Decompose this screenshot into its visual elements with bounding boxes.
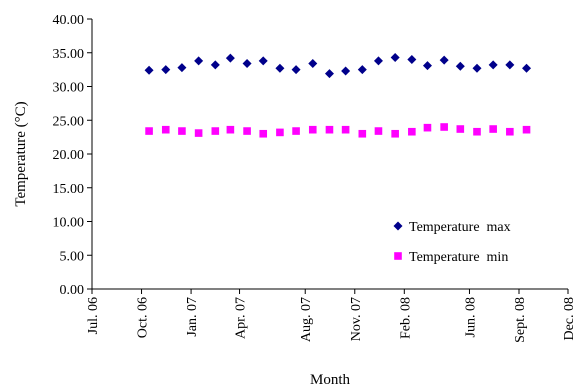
max-temperature-point [357,65,367,75]
data-markers [144,52,532,138]
min-temperature-point [226,125,235,134]
min-temperature-point [358,129,367,138]
x-tick-label: Jan. 07 [185,297,200,337]
max-temperature-point [373,56,383,66]
min-temperature-point [489,125,497,133]
max-temperature-point [144,65,154,75]
min-temperature-point [161,125,170,134]
min-temperature-point [456,125,465,133]
min-temperature-point [423,123,432,132]
x-tick-label: Jul. 06 [86,297,101,334]
max-temperature-point [210,60,220,70]
max-temperature-point [455,61,465,71]
max-temperature-point [161,65,171,75]
x-axis-title: Month [310,372,351,387]
min-temperature-point [145,127,153,135]
min-temperature-point [522,125,531,134]
max-temperature-point [488,60,498,70]
x-tick-label: Sept. 08 [513,297,528,343]
min-temperature-point [194,129,203,137]
y-tick-label: 40.00 [53,13,85,28]
max-temperature-point [258,56,268,66]
axes [91,19,568,290]
min-temperature-point [178,127,186,135]
max-temperature-point [390,52,400,62]
x-tick-label: Dec. 08 [562,297,573,341]
min-temperature-point [308,125,317,134]
max-temperature-point [275,63,285,73]
y-tick-label: 5.00 [60,249,85,264]
max-temperature-point [177,63,187,73]
legend-square-marker [394,252,402,260]
max-temperature-point [522,63,532,73]
min-temperature-point [374,127,383,135]
min-temperature-point [276,128,284,137]
min-temperature-point [325,125,334,134]
max-temperature-point [194,56,204,66]
x-tick-label: Apr. 07 [234,297,249,339]
y-tick-label: 10.00 [53,216,85,231]
legend: Temperature max Temperature min [393,220,511,265]
min-temperature-point [391,129,399,138]
y-tick-label: 20.00 [53,148,85,163]
y-axis-ticks: 0.00 5.00 10.00 15.00 20.00 25.00 30.00 35.00 40… [53,13,92,298]
x-tick-label: Jun. 08 [463,297,478,337]
y-tick-label: 30.00 [53,81,85,96]
max-temperature-point [324,69,334,79]
min-temperature-point [341,125,350,134]
legend-label: Temperature max [409,220,511,235]
min-temperature-point [440,123,448,131]
x-tick-label: Feb. 08 [398,297,413,339]
max-temperature-point [341,66,351,76]
min-temperature-point [292,127,300,135]
min-temperature-point [473,127,481,136]
max-temperature-point [439,55,449,65]
max-temperature-point [308,59,318,69]
y-tick-label: 35.00 [53,47,85,62]
min-temperature-point [506,127,514,136]
max-temperature-point [472,63,482,73]
max-temperature-point [225,53,235,63]
max-temperature-point [291,65,301,75]
x-tick-label: Oct. 06 [136,297,151,338]
x-tick-label: Nov. 07 [349,297,364,341]
min-temperature-point [408,127,416,136]
min-temperature-point [211,127,220,135]
y-tick-label: 0.00 [60,283,85,298]
min-temperature-point [243,127,251,135]
legend-diamond-marker [393,221,403,231]
max-temperature-point [242,59,252,69]
x-tick-label: Aug. 07 [299,297,314,342]
y-tick-label: 25.00 [53,114,85,129]
legend-label: Temperature min [409,250,508,265]
y-tick-label: 15.00 [53,182,85,197]
max-temperature-point [505,60,515,70]
max-temperature-point [422,61,432,71]
max-temperature-point [407,55,417,64]
y-axis-title: Temperature (°C) [13,101,29,206]
min-temperature-point [259,129,268,138]
x-axis-ticks: Jul. 06 Oct. 06 Jan. 07 Apr. 07 Aug. 07 Nov. … [86,289,573,343]
